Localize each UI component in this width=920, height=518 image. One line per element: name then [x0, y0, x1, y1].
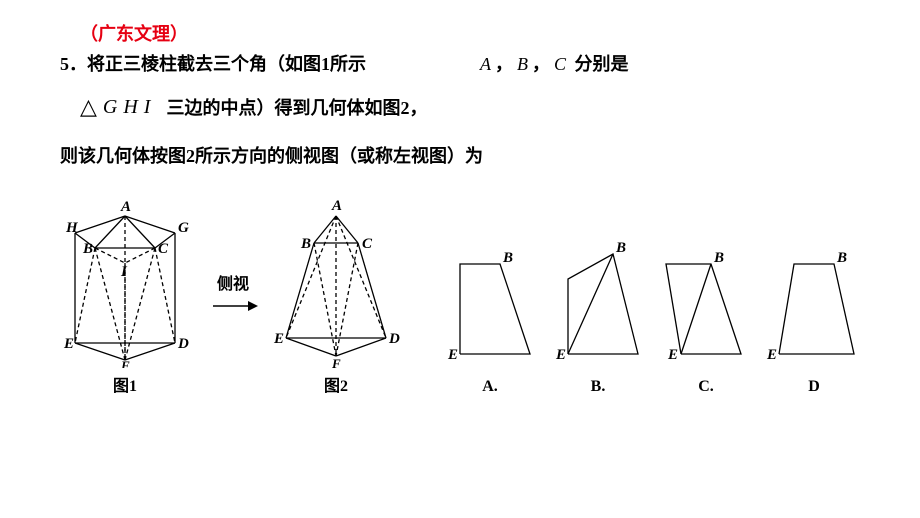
letter-C: C	[554, 54, 566, 74]
lbl-B: B	[82, 241, 93, 257]
figures-row: H A G B I C E F D 图1 侧视	[50, 188, 870, 396]
lbl-C: C	[158, 241, 169, 257]
fig1-caption: 图1	[113, 372, 137, 396]
triangle-symbol: △	[80, 94, 97, 120]
lbl2-A: A	[331, 198, 342, 214]
lbl2-C: C	[362, 236, 373, 252]
option-C-block: B E C.	[656, 234, 756, 396]
question-line-2: △ GHI 三边的中点）得到几何体如图2，	[80, 94, 870, 120]
arrow-icon	[208, 296, 258, 316]
lbl-I: I	[120, 264, 128, 280]
lbl2-E: E	[273, 331, 284, 347]
option-A-svg: B E	[440, 234, 540, 374]
letter-A: A	[480, 54, 491, 74]
option-B-block: B E B.	[548, 234, 648, 396]
option-C-svg: B E	[656, 234, 756, 374]
optB-B: B	[615, 240, 626, 256]
letter-B: B	[517, 54, 528, 74]
q-text-1a: 将正三棱柱截去三个角（如图1所示	[87, 54, 366, 74]
lbl2-D: D	[388, 331, 400, 347]
figure-2-block: A B C E F D 图2	[266, 188, 406, 396]
source-text: （广东文理）	[80, 20, 870, 46]
q-text-1b: 分别是	[575, 54, 629, 74]
optD-B: B	[836, 250, 847, 266]
optC-E: E	[667, 347, 678, 363]
lbl2-F: F	[331, 356, 341, 368]
option-D-svg: B E	[764, 234, 864, 374]
figure-1-block: H A G B I C E F D 图1	[50, 188, 200, 396]
optC-cap: C.	[698, 378, 714, 396]
lbl2-B: B	[300, 236, 311, 252]
lbl-F: F	[120, 358, 130, 368]
optA-cap: A.	[482, 378, 498, 396]
option-B-svg: B E	[548, 234, 648, 374]
lbl-E: E	[63, 336, 74, 352]
ghi-letters: GHI	[103, 96, 157, 119]
optB-cap: B.	[591, 378, 606, 396]
option-D-block: B E D	[764, 234, 864, 396]
optA-E: E	[447, 347, 458, 363]
q-text-2: 三边的中点）得到几何体如图2，	[166, 94, 427, 120]
optB-E: E	[555, 347, 566, 363]
lbl-A: A	[120, 199, 131, 215]
question-line-3: 则该几何体按图2所示方向的侧视图（或称左视图）为	[60, 142, 870, 168]
lbl-H: H	[65, 220, 79, 236]
side-view-arrow: 侧视	[208, 270, 258, 316]
question-number: 5．	[60, 54, 87, 74]
fig2-caption: 图2	[324, 372, 348, 396]
optC-B: B	[713, 250, 724, 266]
figure-1-svg: H A G B I C E F D	[50, 188, 200, 368]
option-A-block: B E A.	[440, 234, 540, 396]
figure-2-svg: A B C E F D	[266, 188, 406, 368]
optD-E: E	[766, 347, 777, 363]
side-view-label: 侧视	[217, 270, 249, 294]
lbl-G: G	[178, 220, 189, 236]
optD-cap: D	[808, 378, 820, 396]
optA-B: B	[502, 250, 513, 266]
lbl-D: D	[177, 336, 189, 352]
question-line-1: 5．将正三棱柱截去三个角（如图1所示A，B，C 分别是	[60, 50, 870, 76]
